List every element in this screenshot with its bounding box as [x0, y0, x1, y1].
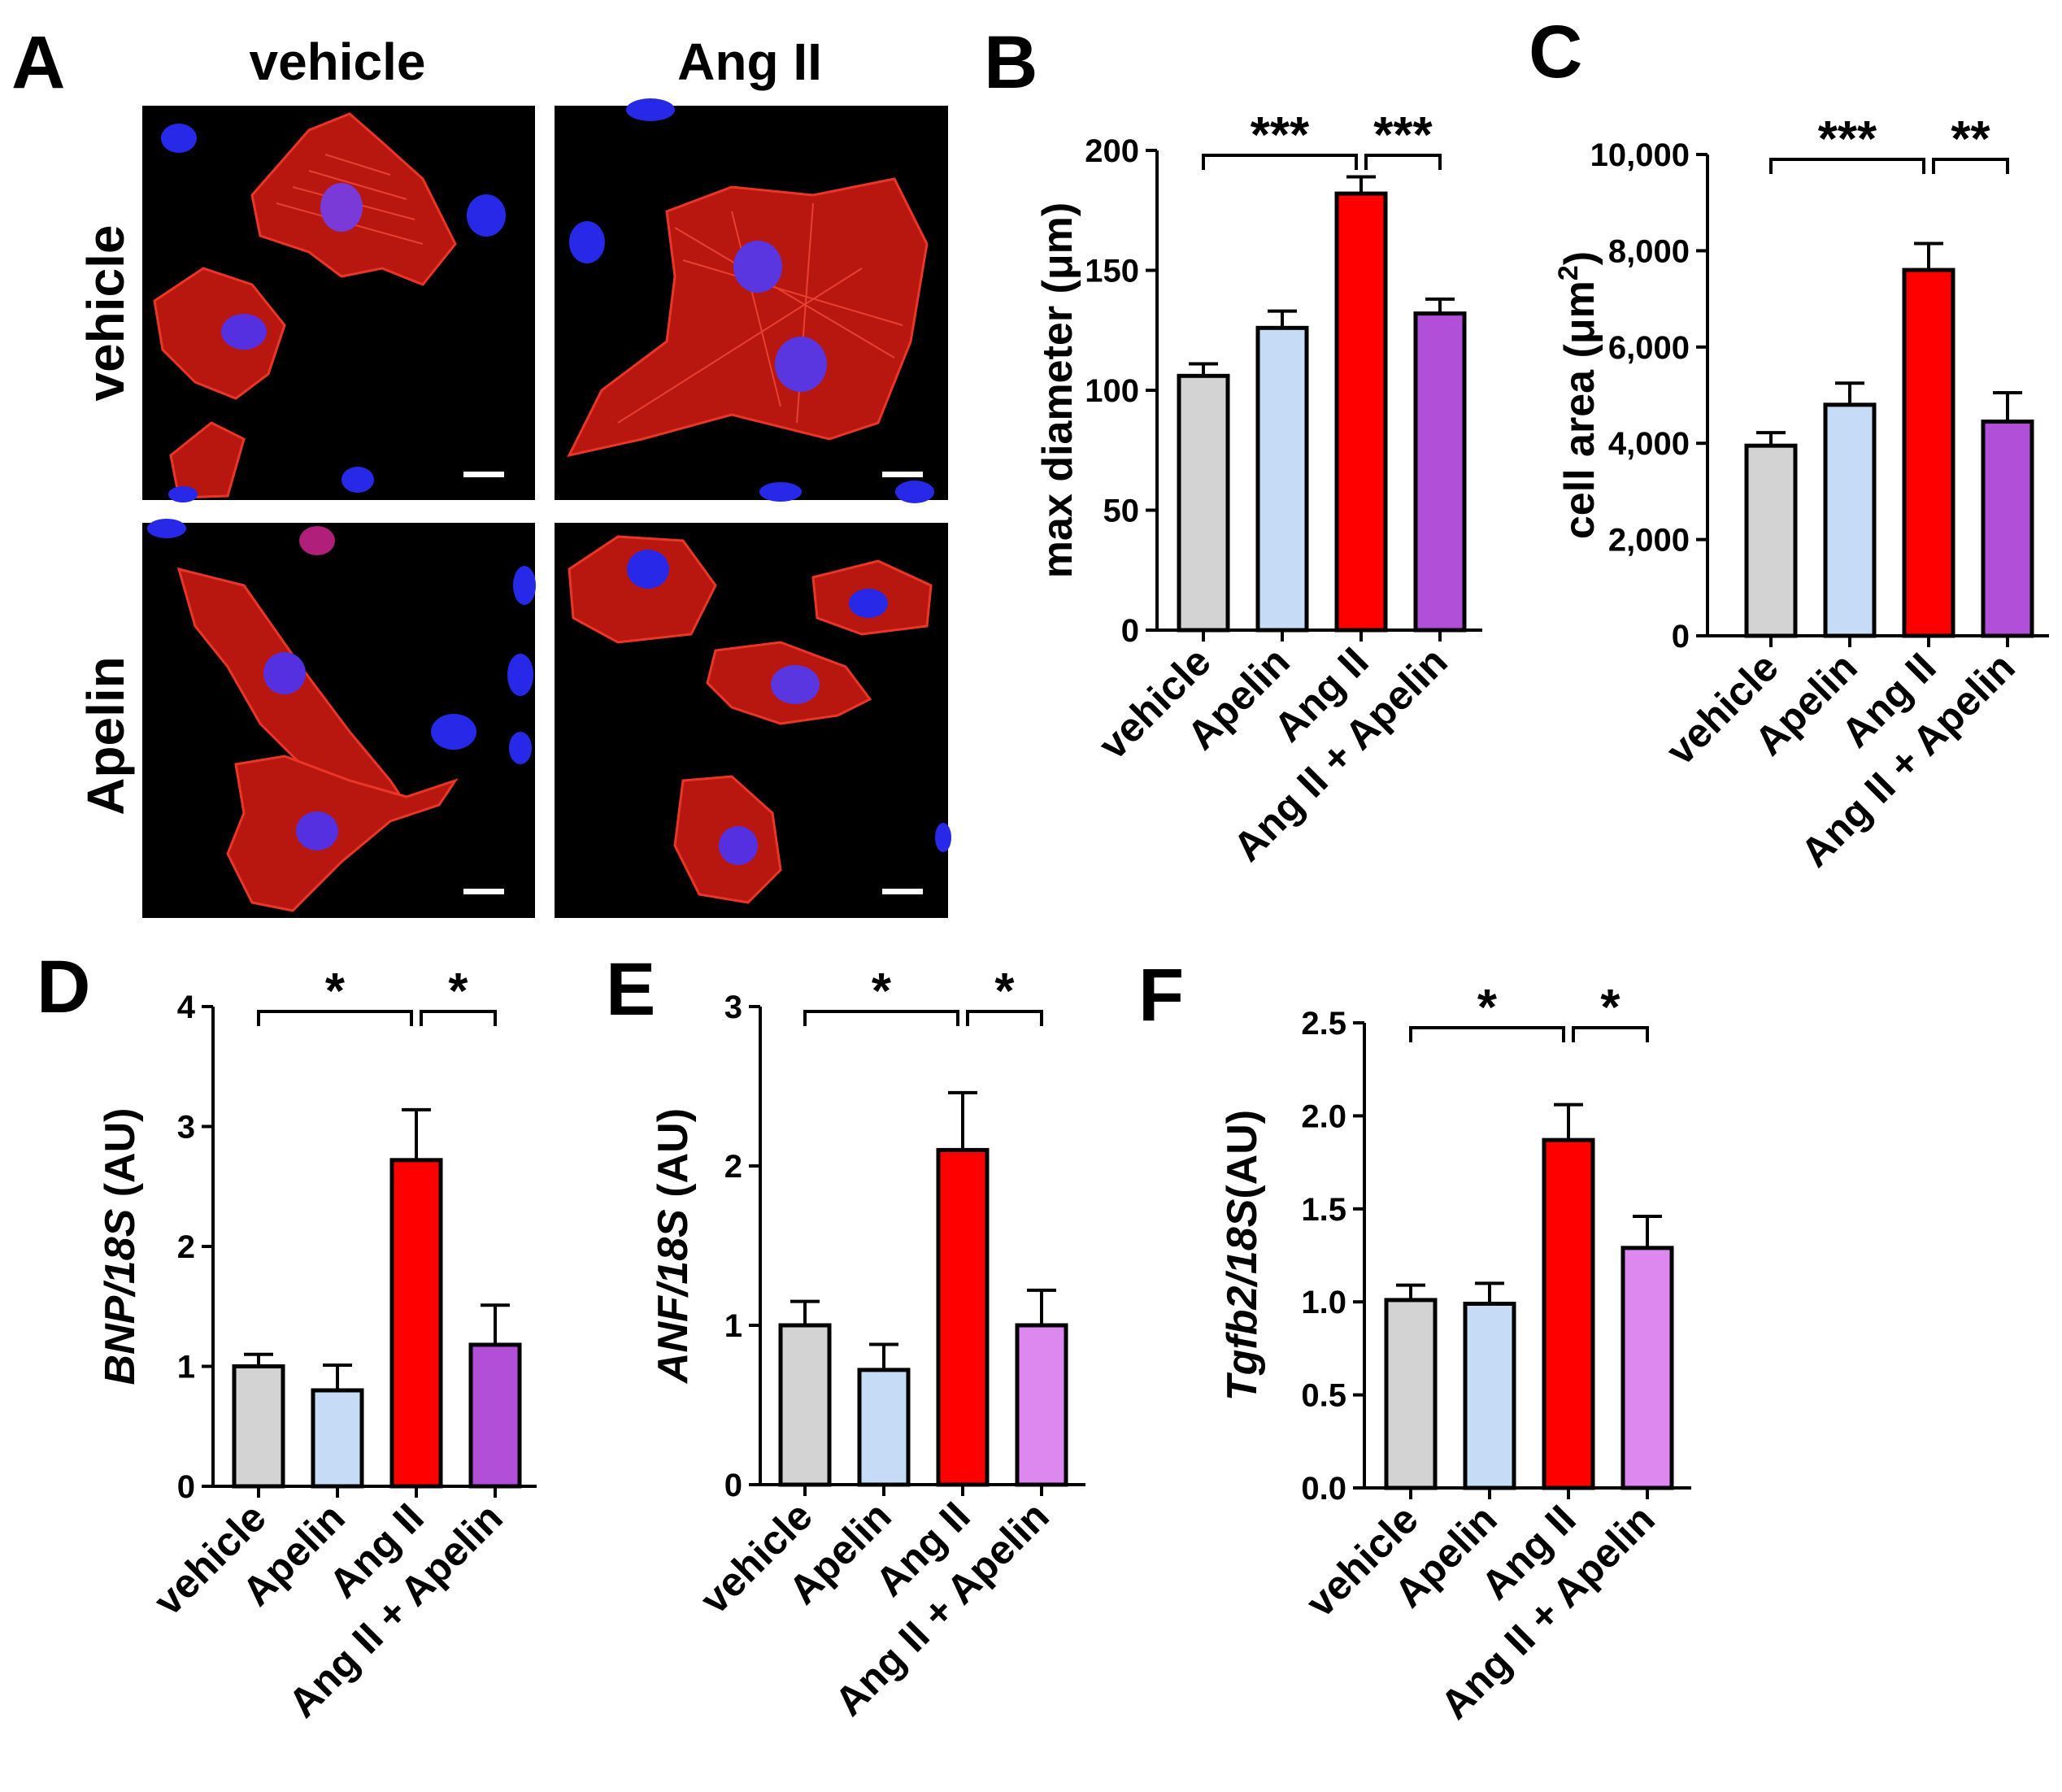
significance-bracket — [1202, 154, 1358, 170]
significance-label: *** — [1373, 107, 1433, 163]
significance-label: *** — [1818, 111, 1877, 167]
significance-bracket — [420, 1010, 497, 1026]
y-axis-label: max diameter (μm) — [1034, 202, 1081, 578]
y-tick-label: 3 — [724, 990, 742, 1025]
y-tick-label: 50 — [1103, 494, 1140, 529]
y-tick-label: 10,000 — [1590, 137, 1690, 173]
panel-c-letter: C — [1529, 11, 1582, 94]
y-tick-label: 2.5 — [1301, 1006, 1346, 1042]
bar — [1015, 1323, 1068, 1487]
bar — [1620, 1246, 1674, 1490]
y-axis-label: ANF/18S (AU) — [650, 1108, 697, 1385]
bar — [232, 1364, 285, 1489]
y-tick-label: 150 — [1085, 254, 1139, 289]
significance-label: * — [994, 963, 1015, 1020]
y-axis-label: BNP/18S (AU) — [97, 1108, 144, 1385]
panel-b-letter: B — [984, 21, 1038, 104]
significance-label: * — [1600, 980, 1620, 1036]
bar — [1413, 311, 1467, 633]
significance-label: ** — [1951, 111, 1990, 167]
bar — [1981, 420, 2034, 638]
y-tick-label: 2,000 — [1608, 523, 1690, 559]
significance-bracket — [1932, 158, 2009, 174]
y-tick-label: 2 — [724, 1149, 742, 1185]
significance-label: * — [1477, 980, 1498, 1036]
y-tick-label: 1.5 — [1301, 1192, 1346, 1228]
y-tick-label: 0.0 — [1301, 1471, 1346, 1507]
y-tick-label: 8,000 — [1608, 233, 1690, 269]
significance-label: * — [325, 963, 346, 1020]
bar — [1744, 443, 1798, 638]
y-tick-label: 100 — [1085, 373, 1139, 409]
y-tick-label: 6,000 — [1608, 330, 1690, 366]
y-tick-label: 1 — [724, 1308, 742, 1344]
panel-a-col-label-angii: Ang II — [677, 33, 822, 91]
significance-label: * — [448, 963, 468, 1020]
significance-bracket — [1409, 1026, 1565, 1042]
bar — [468, 1342, 522, 1489]
y-axis-label: Tgfb2/18S(AU) — [1219, 1110, 1266, 1401]
significance-label: * — [872, 963, 892, 1020]
bar — [857, 1368, 911, 1487]
y-tick-label: 4,000 — [1608, 426, 1690, 462]
y-tick-label: 3 — [177, 1110, 195, 1146]
significance-bracket — [803, 1010, 959, 1026]
micrograph-apelin-angii — [555, 523, 951, 918]
bar — [1902, 267, 1955, 638]
bar — [1823, 402, 1877, 638]
panel-d-letter: D — [37, 946, 90, 1029]
bar — [936, 1147, 990, 1487]
y-tick-label: 2 — [177, 1229, 195, 1265]
y-tick-label: 2.0 — [1301, 1098, 1346, 1134]
bar — [389, 1158, 443, 1489]
panel-f-letter: F — [1138, 954, 1184, 1037]
y-tick-label: 0 — [1121, 613, 1139, 649]
bar — [1542, 1137, 1595, 1490]
y-axis-label: cell area (μm2) — [1553, 251, 1603, 539]
significance-bracket — [1769, 158, 1925, 174]
panel-a-row-label-vehicle: vehicle — [76, 224, 135, 401]
bar — [1334, 191, 1388, 633]
panel-a-col-label-vehicle: vehicle — [249, 33, 425, 91]
y-tick-label: 4 — [177, 990, 196, 1025]
y-tick-label: 1 — [177, 1350, 195, 1385]
bar — [1384, 1298, 1438, 1490]
y-tick-label: 0.5 — [1301, 1378, 1346, 1414]
panel-a: A vehicle Ang II vehicle Apelin — [11, 21, 951, 918]
bar — [1463, 1301, 1516, 1490]
y-tick-label: 1.0 — [1301, 1285, 1346, 1320]
significance-bracket — [966, 1010, 1043, 1026]
significance-label: *** — [1251, 107, 1310, 163]
bar — [1177, 373, 1230, 633]
bar — [778, 1323, 832, 1487]
y-tick-label: 0 — [1672, 619, 1690, 655]
micrograph-apelin-vehicle — [142, 519, 536, 918]
micrograph-vehicle-vehicle — [142, 106, 535, 502]
micrograph-vehicle-angii — [555, 98, 948, 503]
panel-a-row-label-apelin: Apelin — [76, 656, 135, 816]
panel-a-letter: A — [11, 21, 65, 104]
significance-bracket — [1572, 1026, 1649, 1042]
significance-bracket — [1364, 154, 1442, 170]
bar — [311, 1388, 364, 1489]
y-tick-label: 0 — [177, 1469, 195, 1505]
significance-bracket — [257, 1010, 413, 1026]
panel-e-letter: E — [606, 948, 655, 1031]
bar — [1255, 325, 1309, 633]
y-tick-label: 0 — [724, 1468, 742, 1503]
y-tick-label: 200 — [1085, 133, 1139, 169]
